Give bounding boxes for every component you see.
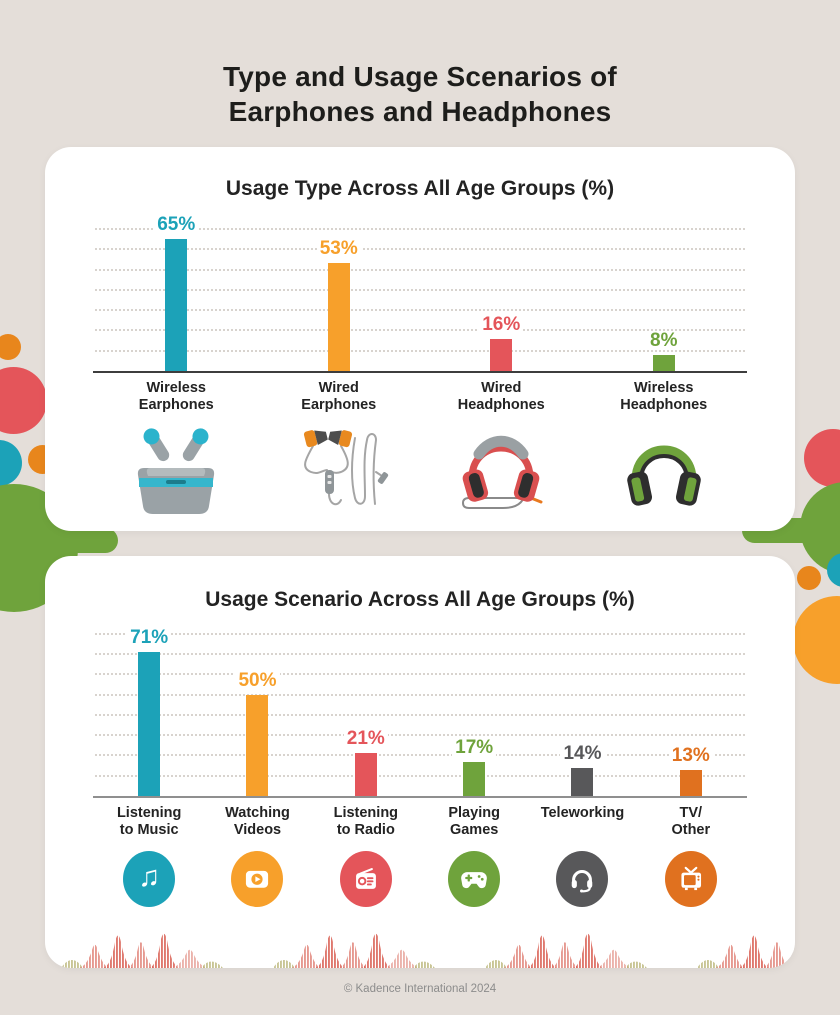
gridline xyxy=(95,632,745,635)
icon-cell-games xyxy=(420,850,528,909)
gridline xyxy=(95,734,745,737)
value-label: 65% xyxy=(154,215,199,235)
audio-waveform-decoration xyxy=(695,924,795,968)
bar-column: 8% xyxy=(583,229,746,371)
gridline xyxy=(95,774,745,777)
usage-type-card: Usage Type Across All Age Groups (%) 65%… xyxy=(45,147,795,531)
value-label: 21% xyxy=(343,729,388,749)
icon-cell-tv xyxy=(637,850,745,909)
category-label: Wireless Headphones xyxy=(620,380,708,413)
decor-circle-orange-small-left xyxy=(0,334,21,360)
category-label: Wireless Earphones xyxy=(138,380,214,413)
page-title: Type and Usage Scenarios of Earphones an… xyxy=(0,59,840,130)
category-label: Teleworking xyxy=(540,805,625,821)
value-label: 50% xyxy=(235,670,280,690)
bar-teleworking xyxy=(571,767,594,796)
wireless-earphones-illustration xyxy=(95,420,258,520)
category-label: Wired Headphones xyxy=(457,380,545,413)
gamepad-icon xyxy=(448,850,501,907)
usage-type-bar-chart: 65% 53% 16% 8% xyxy=(93,215,747,373)
gridline xyxy=(95,329,745,332)
category-label: Listening to Radio xyxy=(333,805,399,838)
bar-watching-videos xyxy=(246,694,269,796)
value-label: 17% xyxy=(452,737,497,757)
scenario-icons-row: ♫ xyxy=(95,850,745,909)
audio-waveform-decoration xyxy=(483,924,655,968)
gridline xyxy=(95,713,745,716)
tv-icon xyxy=(664,850,717,907)
video-play-icon xyxy=(231,850,284,907)
usage-scenario-chart-title: Usage Scenario Across All Age Groups (%) xyxy=(205,588,635,611)
bar-column: 53% xyxy=(258,229,421,371)
headset-icon xyxy=(556,850,609,907)
audio-waveform-row xyxy=(45,924,795,968)
gridline xyxy=(95,227,745,230)
gridline xyxy=(95,673,745,676)
copyright-text: © Kadence International 2024 xyxy=(343,983,497,995)
category-label: Watching Videos xyxy=(225,805,290,838)
page-title-line2: Earphones and Headphones xyxy=(228,96,612,128)
icon-cell-video xyxy=(203,850,311,909)
icon-cell-radio xyxy=(312,850,420,909)
value-label: 8% xyxy=(647,330,681,350)
bar-column: 65% xyxy=(95,215,258,371)
value-label: 16% xyxy=(479,314,524,334)
value-label: 53% xyxy=(316,239,361,259)
decor-circle-red-right xyxy=(804,429,840,487)
usage-scenario-category-labels: Listening to Music Watching Videos Listening… xyxy=(95,805,745,839)
wired-headphones-illustration xyxy=(420,420,583,520)
gridline xyxy=(95,288,745,291)
gridline xyxy=(95,349,745,352)
bar-column: 16% xyxy=(420,229,583,371)
usage-scenario-card: Usage Scenario Across All Age Groups (%)… xyxy=(45,556,795,968)
gridline xyxy=(95,248,745,251)
radio-icon xyxy=(339,850,392,907)
gridline xyxy=(95,268,745,271)
decor-circle-teal-right xyxy=(827,553,840,587)
wired-earphones-illustration xyxy=(258,420,421,520)
bar-column: 21% xyxy=(312,633,420,796)
decor-circle-orange-big-right xyxy=(793,596,840,684)
value-label: 14% xyxy=(560,743,605,763)
device-illustrations-row xyxy=(95,420,745,520)
category-label: TV/Other xyxy=(671,805,711,838)
usage-type-chart-title: Usage Type Across All Age Groups (%) xyxy=(225,177,615,200)
bar-column: 50% xyxy=(203,633,311,796)
bar-wired-headphones xyxy=(490,338,513,371)
gridline xyxy=(95,754,745,757)
page-title-line1: Type and Usage Scenarios of xyxy=(223,60,617,92)
decor-green-arm-left xyxy=(0,528,118,553)
value-label: 71% xyxy=(127,627,172,647)
icon-cell-music: ♫ xyxy=(95,850,203,909)
usage-scenario-bar-chart: 71% 50% 21% 17% 14% 13% xyxy=(93,627,747,798)
audio-waveform-decoration xyxy=(271,924,443,968)
bar-wired-earphones xyxy=(327,263,350,371)
gridline xyxy=(95,652,745,655)
bar-column: 17% xyxy=(420,633,528,796)
value-label: 13% xyxy=(668,745,713,765)
category-label: Wired Earphones xyxy=(301,380,377,413)
bar-listening-to-radio xyxy=(354,753,377,796)
bar-wireless-headphones xyxy=(652,354,675,371)
wireless-headphones-illustration xyxy=(583,420,746,520)
bar-wireless-earphones xyxy=(165,239,188,371)
bar-column: 13% xyxy=(637,633,745,796)
bar-column: 14% xyxy=(528,633,636,796)
bar-column: 71% xyxy=(95,627,203,796)
decor-circle-red-left xyxy=(0,367,47,434)
bar-listening-to-music xyxy=(138,651,161,796)
decor-circle-orange-small-right xyxy=(797,566,821,590)
bar-playing-games xyxy=(463,761,486,796)
gridline xyxy=(95,693,745,696)
bar-tv-other xyxy=(679,769,702,796)
usage-type-category-labels: Wireless Earphones Wired Earphones Wired Head… xyxy=(95,380,745,414)
category-label: Listening to Music xyxy=(116,805,182,838)
music-note-icon: ♫ xyxy=(123,850,176,907)
audio-waveform-decoration xyxy=(59,924,231,968)
category-label: Playing Games xyxy=(448,805,500,838)
icon-cell-teleworking xyxy=(528,850,636,909)
gridline xyxy=(95,309,745,312)
decor-circle-teal-left xyxy=(0,440,22,486)
